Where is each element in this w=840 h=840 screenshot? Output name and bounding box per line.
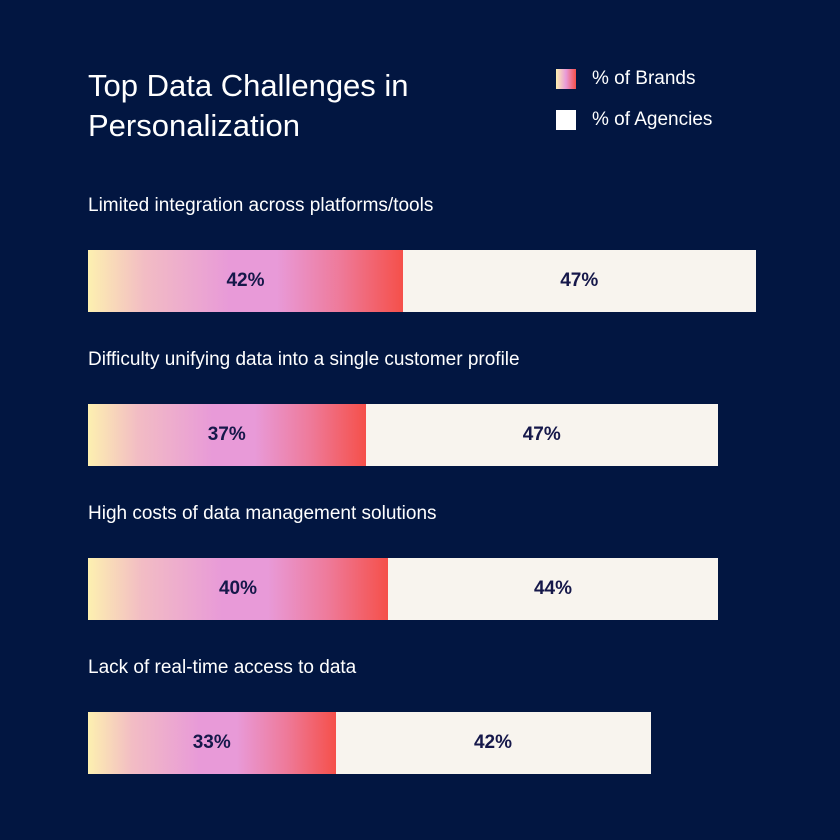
data-label: 33%	[192, 732, 231, 753]
category-label: High costs of data management solutions	[88, 503, 437, 524]
legend-label-agencies: % of Agencies	[592, 109, 713, 130]
bar-brands: 42%	[88, 250, 403, 312]
legend-swatch-agencies	[556, 110, 576, 130]
legend: % of Brands % of Agencies	[556, 66, 712, 148]
data-label: 42%	[473, 732, 513, 753]
legend-item-agencies: % of Agencies	[556, 107, 712, 133]
bar-brands: 33%	[88, 712, 336, 774]
bar-agencies: 47%	[365, 404, 718, 466]
legend-label-brands: % of Brands	[592, 68, 696, 89]
legend-swatch-brands	[556, 69, 576, 89]
legend-item-brands: % of Brands	[556, 66, 712, 92]
data-label: 40%	[218, 578, 258, 599]
bar-brands: 40%	[88, 558, 388, 620]
bar-agencies: 47%	[403, 250, 756, 312]
data-label: 42%	[226, 270, 265, 291]
category-label: Limited integration across platforms/too…	[88, 195, 434, 216]
data-label: 44%	[533, 578, 573, 599]
data-label: 47%	[560, 270, 599, 291]
category-label: Lack of real-time access to data	[88, 657, 357, 678]
data-label: 37%	[207, 424, 246, 445]
bar-brands: 37%	[88, 404, 366, 466]
bar-agencies: 42%	[335, 712, 651, 774]
chart-title: Top Data Challenges in Personalization	[88, 68, 409, 143]
bar-agencies: 44%	[388, 558, 718, 620]
category-label: Difficulty unifying data into a single c…	[88, 349, 520, 370]
data-label: 47%	[522, 424, 561, 445]
